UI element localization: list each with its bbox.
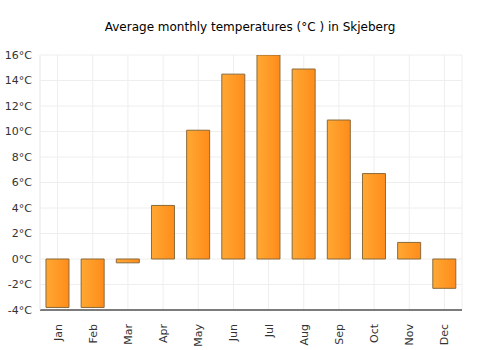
- svg-text:Jan: Jan: [52, 324, 65, 342]
- svg-text:-2°C: -2°C: [8, 278, 32, 291]
- svg-text:6°C: 6°C: [12, 176, 32, 189]
- svg-text:May: May: [192, 324, 205, 347]
- html-text:Average monthly temperatures (: Average monthly temperatures (°C ) in Sk…: [104, 20, 396, 34]
- svg-text:14°C: 14°C: [8, 74, 32, 87]
- svg-text:2°C: 2°C: [12, 227, 32, 240]
- svg-text:4°C: 4°C: [12, 202, 32, 215]
- svg-text:Jun: Jun: [227, 324, 240, 342]
- svg-text:12°C: 12°C: [8, 100, 32, 113]
- svg-text:Sep: Sep: [333, 324, 346, 345]
- svg-text:8°C: 8°C: [12, 151, 32, 164]
- svg-text:Nov: Nov: [403, 324, 416, 346]
- svg-text:10°C: 10°C: [8, 125, 32, 138]
- svg-text:Oct: Oct: [368, 323, 381, 343]
- svg-text:0°C: 0°C: [12, 253, 32, 266]
- svg-text:16°C: 16°C: [8, 49, 32, 62]
- svg-text:-4°C: -4°C: [8, 304, 32, 317]
- svg-text:Feb: Feb: [87, 324, 100, 343]
- svg-text:Aug: Aug: [298, 324, 311, 345]
- svg-text:Dec: Dec: [438, 324, 451, 345]
- svg-text:Apr: Apr: [157, 324, 170, 344]
- svg-text:Mar: Mar: [122, 324, 135, 345]
- svg-text:Jul: Jul: [263, 324, 276, 338]
